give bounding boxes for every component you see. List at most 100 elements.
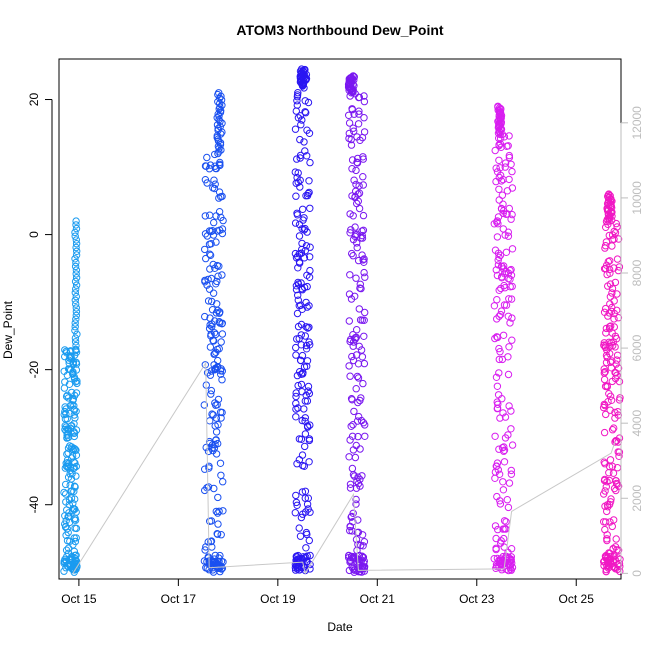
data-point (346, 271, 354, 279)
data-point (600, 265, 609, 273)
data-point (201, 245, 209, 254)
data-point (352, 441, 360, 450)
data-point (71, 551, 79, 560)
data-point (361, 273, 369, 281)
data-point (361, 308, 369, 317)
data-point (209, 568, 218, 576)
data-point (490, 302, 499, 310)
data-point (304, 189, 312, 198)
data-point (497, 177, 506, 185)
data-point (356, 316, 365, 324)
data-point (360, 97, 369, 106)
data-point (212, 436, 220, 444)
data-point (72, 341, 80, 350)
data-point (346, 229, 354, 237)
data-point (291, 560, 300, 569)
data-point (352, 385, 360, 393)
data-point (63, 415, 71, 423)
data-point (71, 459, 79, 467)
data-point (600, 339, 608, 347)
data-point (301, 430, 310, 438)
data-point (72, 426, 81, 434)
data-point (348, 249, 356, 258)
data-point (292, 556, 300, 564)
data-point (301, 332, 309, 340)
data-point (608, 426, 617, 434)
data-point (499, 225, 507, 233)
data-point (352, 166, 360, 175)
data-point (70, 432, 79, 441)
chart-title: ATOM3 Northbound Dew_Point (236, 22, 443, 38)
data-point (491, 522, 500, 530)
x-axis-label: Date (327, 620, 353, 634)
data-point (303, 362, 311, 370)
data-point (360, 557, 368, 565)
x-axis: Oct 15 Oct 17 Oct 19 Oct 21 Oct 23 Oct 25 (61, 578, 594, 606)
data-point (71, 277, 80, 286)
data-point (296, 112, 304, 120)
data-point (208, 297, 216, 306)
data-point (505, 479, 514, 487)
data-point (616, 567, 624, 576)
data-point (348, 105, 356, 113)
data-point (201, 212, 210, 220)
data-point (351, 453, 360, 462)
data-point (296, 154, 304, 162)
data-point (614, 314, 623, 322)
data-point (615, 452, 623, 460)
data-point (213, 132, 222, 140)
data-point (291, 249, 300, 258)
data-point (499, 200, 507, 208)
data-point (601, 525, 609, 534)
data-point (61, 422, 69, 430)
data-point (218, 101, 226, 110)
data-point (345, 111, 353, 120)
data-point (358, 472, 366, 480)
data-point (297, 121, 305, 129)
data-point (604, 312, 612, 320)
data-point (70, 487, 78, 496)
data-point (496, 171, 505, 180)
data-point (218, 271, 226, 279)
data-point (66, 402, 75, 410)
data-point (358, 133, 367, 142)
data-point (206, 417, 214, 425)
data-point (611, 408, 619, 417)
data-point (292, 192, 300, 200)
data-point (296, 176, 304, 184)
data-point (348, 563, 356, 571)
series-6 (599, 190, 624, 576)
data-point (215, 194, 223, 202)
data-point (292, 389, 300, 397)
data-point (612, 535, 620, 543)
data-point (210, 484, 218, 493)
y2-tick-label: 12000 (630, 106, 644, 140)
data-point (360, 92, 368, 100)
data-point (349, 356, 358, 365)
data-point (494, 220, 502, 228)
data-point (500, 517, 509, 525)
data-point (348, 464, 357, 473)
data-point (205, 437, 214, 446)
y-axis-label: Dew_Point (1, 300, 15, 359)
data-point (306, 551, 314, 560)
data-point (302, 298, 310, 307)
data-point (200, 401, 209, 409)
data-point (293, 211, 302, 219)
data-point (604, 257, 612, 266)
data-point (71, 391, 79, 400)
data-point (204, 538, 212, 546)
data-point (505, 132, 513, 140)
data-point (207, 274, 216, 283)
data-point (218, 229, 227, 238)
data-point (73, 247, 81, 256)
data-point (608, 522, 616, 531)
data-point (215, 554, 223, 562)
data-point (305, 435, 314, 443)
data-point (303, 152, 311, 160)
data-point (496, 164, 504, 172)
x-tick-label: Oct 21 (360, 592, 396, 606)
data-point (359, 155, 367, 163)
data-point (507, 466, 515, 475)
